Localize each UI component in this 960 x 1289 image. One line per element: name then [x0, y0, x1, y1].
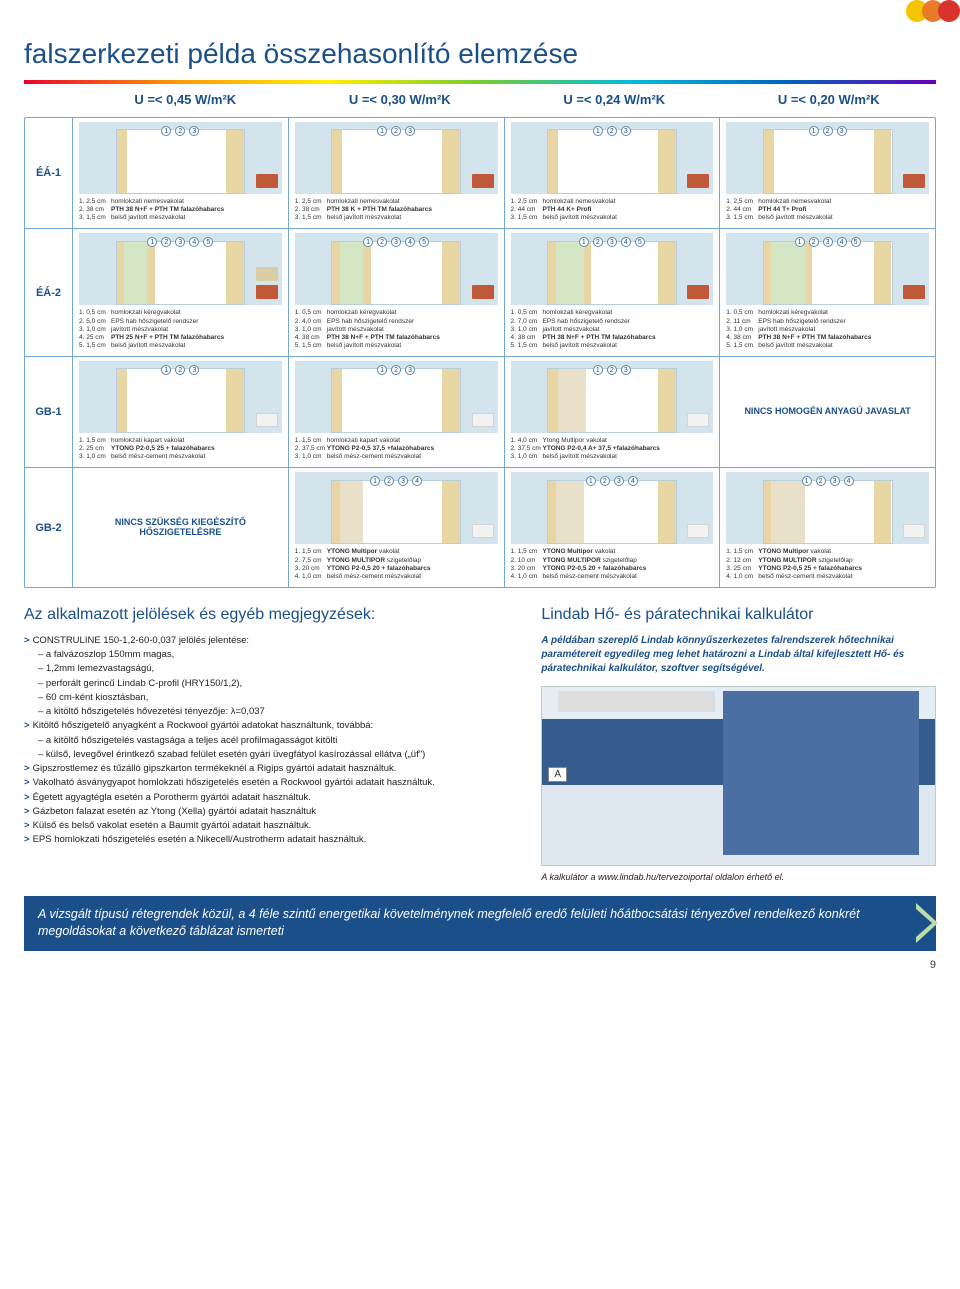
rainbow-divider: [24, 80, 936, 84]
note-subitem: – a kitöltő hőszigetelés vastagsága a te…: [38, 734, 517, 748]
banner-text: A vizsgált típusú rétegrendek közül, a 4…: [38, 907, 860, 939]
note-subitem: – 60 cm-ként kiosztásban,: [38, 691, 517, 705]
cell: 123 1. 4,0 cmYtong Multipor vakolat2. 37,…: [504, 357, 720, 467]
u-header-row: U =< 0,45 W/m²KU =< 0,30 W/m²KU =< 0,24 …: [24, 88, 936, 111]
comp-row: ÉÁ-2123451. 0,5 cmhomlokzati kéregvakola…: [25, 228, 935, 356]
note-item: >Égetett agyagtégla esetén a Porotherm g…: [24, 791, 517, 805]
wall-diagram: 12345: [511, 233, 714, 305]
wall-diagram: 1234: [726, 472, 929, 544]
cell: 123 1. 1,5 cmhomlokzati kapart vakolat2. …: [288, 357, 504, 467]
note-item: >CONSTRULINE 150-1,2-60-0,037 jelölés je…: [24, 634, 517, 648]
wall-diagram: 12345: [726, 233, 929, 305]
wall-diagram: 123: [79, 361, 282, 433]
comp-row: GB-11231. 1,5 cmhomlokzati kapart vakola…: [25, 356, 935, 467]
layer-legend: 1. 0,5 cmhomlokzati kéregvakolat2. 11 cm…: [726, 309, 929, 350]
cell: 123 1. 2,5 cmhomlokzati nemesvakolat2. 38…: [288, 118, 504, 228]
wall-diagram: 12345: [79, 233, 282, 305]
note-subitem: – a kitöltő hőszigetelés hővezetési tény…: [38, 705, 517, 719]
decor-dots: [912, 0, 960, 22]
calc-heading: Lindab Hő- és páratechnikai kalkulátor: [541, 606, 936, 624]
note-item: >Kitöltő hőszigetelő anyagként a Rockwoo…: [24, 719, 517, 733]
wall-diagram: 123: [511, 122, 714, 194]
wall-diagram: 123: [295, 122, 498, 194]
note-subitem: – perforált gerincű Lindab C-profil (HRY…: [38, 677, 517, 691]
page-title: falszerkezeti példa összehasonlító elemz…: [24, 38, 936, 70]
note-subitem: – a falvázoszlop 150mm magas,: [38, 648, 517, 662]
cell: 123 1. 2,5 cmhomlokzati nemesvakolat2. 44…: [719, 118, 935, 228]
cell: 123451. 0,5 cmhomlokzati kéregvakolat2. …: [504, 229, 720, 356]
cell: 123451. 0,5 cmhomlokzati kéregvakolat2. …: [73, 229, 288, 356]
row-label: GB-2: [25, 468, 73, 587]
wall-diagram: 1234: [295, 472, 498, 544]
row-body: 123 1. 1,5 cmhomlokzati kapart vakolat2. …: [73, 357, 935, 467]
u-header: U =< 0,24 W/m²K: [507, 88, 722, 111]
notes-heading: Az alkalmazott jelölések és egyéb megjeg…: [24, 606, 517, 624]
row-body: NINCS SZÜKSÉG KIEGÉSZÍTŐ HŐSZIGETELÉSRE1…: [73, 468, 935, 587]
u-header: U =< 0,45 W/m²K: [78, 88, 293, 111]
note-item: >Külső és belső vakolat esetén a Baumit …: [24, 819, 517, 833]
row-body: 123 1. 2,5 cmhomlokzati nemesvakolat2. 38…: [73, 118, 935, 228]
cell: 1234 1. 1,5 cmYTONG Multipor vakolat2. 12…: [719, 468, 935, 587]
row-body: 123451. 0,5 cmhomlokzati kéregvakolat2. …: [73, 229, 935, 356]
wall-diagram: 123: [79, 122, 282, 194]
comp-row: GB-2NINCS SZÜKSÉG KIEGÉSZÍTŐ HŐSZIGETELÉ…: [25, 467, 935, 587]
note-subitem: – külső, levegővel érintkező szabad felü…: [38, 748, 517, 762]
wall-diagram: 123: [726, 122, 929, 194]
cell-message: NINCS SZÜKSÉG KIEGÉSZÍTŐ HŐSZIGETELÉSRE: [73, 468, 288, 587]
layer-legend: 1. 0,5 cmhomlokzati kéregvakolat2. 7,0 c…: [511, 309, 714, 350]
layer-legend: 1. 1,5 cmhomlokzati kapart vakolat2. 25 …: [79, 437, 282, 461]
calculator-screenshot: A: [541, 686, 936, 866]
layer-legend: 1. 2,5 cmhomlokzati nemesvakolat2. 44 cm…: [726, 198, 929, 222]
note-item: >Gázbeton falazat esetén az Ytong (Xella…: [24, 805, 517, 819]
wall-diagram: 12345: [295, 233, 498, 305]
u-header: U =< 0,20 W/m²K: [722, 88, 937, 111]
cell: 1234 1. 1,5 cmYTONG Multipor vakolat2. 10…: [504, 468, 720, 587]
calc-intro: A példában szereplő Lindab könnyűszerkez…: [541, 634, 936, 676]
row-label: ÉÁ-1: [25, 118, 73, 228]
wall-diagram: 123: [295, 361, 498, 433]
layer-legend: 1. 2,5 cmhomlokzati nemesvakolat2. 38 cm…: [295, 198, 498, 222]
layer-legend: 1. 2,5 cmhomlokzati nemesvakolat2. 38 cm…: [79, 198, 282, 222]
layer-legend: 1. 1,5 cmYTONG Multipor vakolat2. 10 cmY…: [511, 548, 714, 581]
cell-message: NINCS HOMOGÉN ANYAGÚ JAVASLAT: [719, 357, 935, 467]
cell: 123 1. 2,5 cmhomlokzati nemesvakolat2. 44…: [504, 118, 720, 228]
note-subitem: – 1,2mm lemezvastagságú,: [38, 662, 517, 676]
layer-legend: 1. 1,5 cmYTONG Multipor vakolat2. 7,5 cm…: [295, 548, 498, 581]
cell: 123 1. 1,5 cmhomlokzati kapart vakolat2. …: [73, 357, 288, 467]
page-number: 9: [24, 959, 936, 971]
layer-legend: 1. 1,5 cmYTONG Multipor vakolat2. 12 cmY…: [726, 548, 929, 581]
banner-arrow-inner-icon: [916, 909, 932, 937]
wall-diagram: 123: [511, 361, 714, 433]
u-header: U =< 0,30 W/m²K: [293, 88, 508, 111]
layer-legend: 1. 2,5 cmhomlokzati nemesvakolat2. 44 cm…: [511, 198, 714, 222]
row-label: GB-1: [25, 357, 73, 467]
cell: 123 1. 2,5 cmhomlokzati nemesvakolat2. 38…: [73, 118, 288, 228]
cell: 123451. 0,5 cmhomlokzati kéregvakolat2. …: [719, 229, 935, 356]
layer-legend: 1. 0,5 cmhomlokzati kéregvakolat2. 5,0 c…: [79, 309, 282, 350]
note-item: >Vakolható ásványgyapot homlokzati hőszi…: [24, 776, 517, 790]
bottom-banner: A vizsgált típusú rétegrendek közül, a 4…: [24, 896, 936, 951]
note-item: >EPS homlokzati hőszigetelés esetén a Ni…: [24, 833, 517, 847]
cell: 1234 1. 1,5 cmYTONG Multipor vakolat2. 7,…: [288, 468, 504, 587]
row-label: ÉÁ-2: [25, 229, 73, 356]
calc-caption: A kalkulátor a www.lindab.hu/tervezoipor…: [541, 872, 936, 882]
layer-legend: 1. 1,5 cmhomlokzati kapart vakolat2. 37,…: [295, 437, 498, 461]
layer-legend: 1. 0,5 cmhomlokzati kéregvakolat2. 4,0 c…: [295, 309, 498, 350]
note-item: >Gipszrostlemez és tűzálló gipszkarton t…: [24, 762, 517, 776]
comp-row: ÉÁ-11231. 2,5 cmhomlokzati nemesvakolat2…: [25, 118, 935, 228]
wall-diagram: 1234: [511, 472, 714, 544]
notes-list: >CONSTRULINE 150-1,2-60-0,037 jelölés je…: [24, 634, 517, 848]
calc-tag: A: [548, 767, 567, 782]
layer-legend: 1. 4,0 cmYtong Multipor vakolat2. 37,5 c…: [511, 437, 714, 461]
cell: 123451. 0,5 cmhomlokzati kéregvakolat2. …: [288, 229, 504, 356]
comparison-grid: ÉÁ-11231. 2,5 cmhomlokzati nemesvakolat2…: [24, 117, 936, 588]
